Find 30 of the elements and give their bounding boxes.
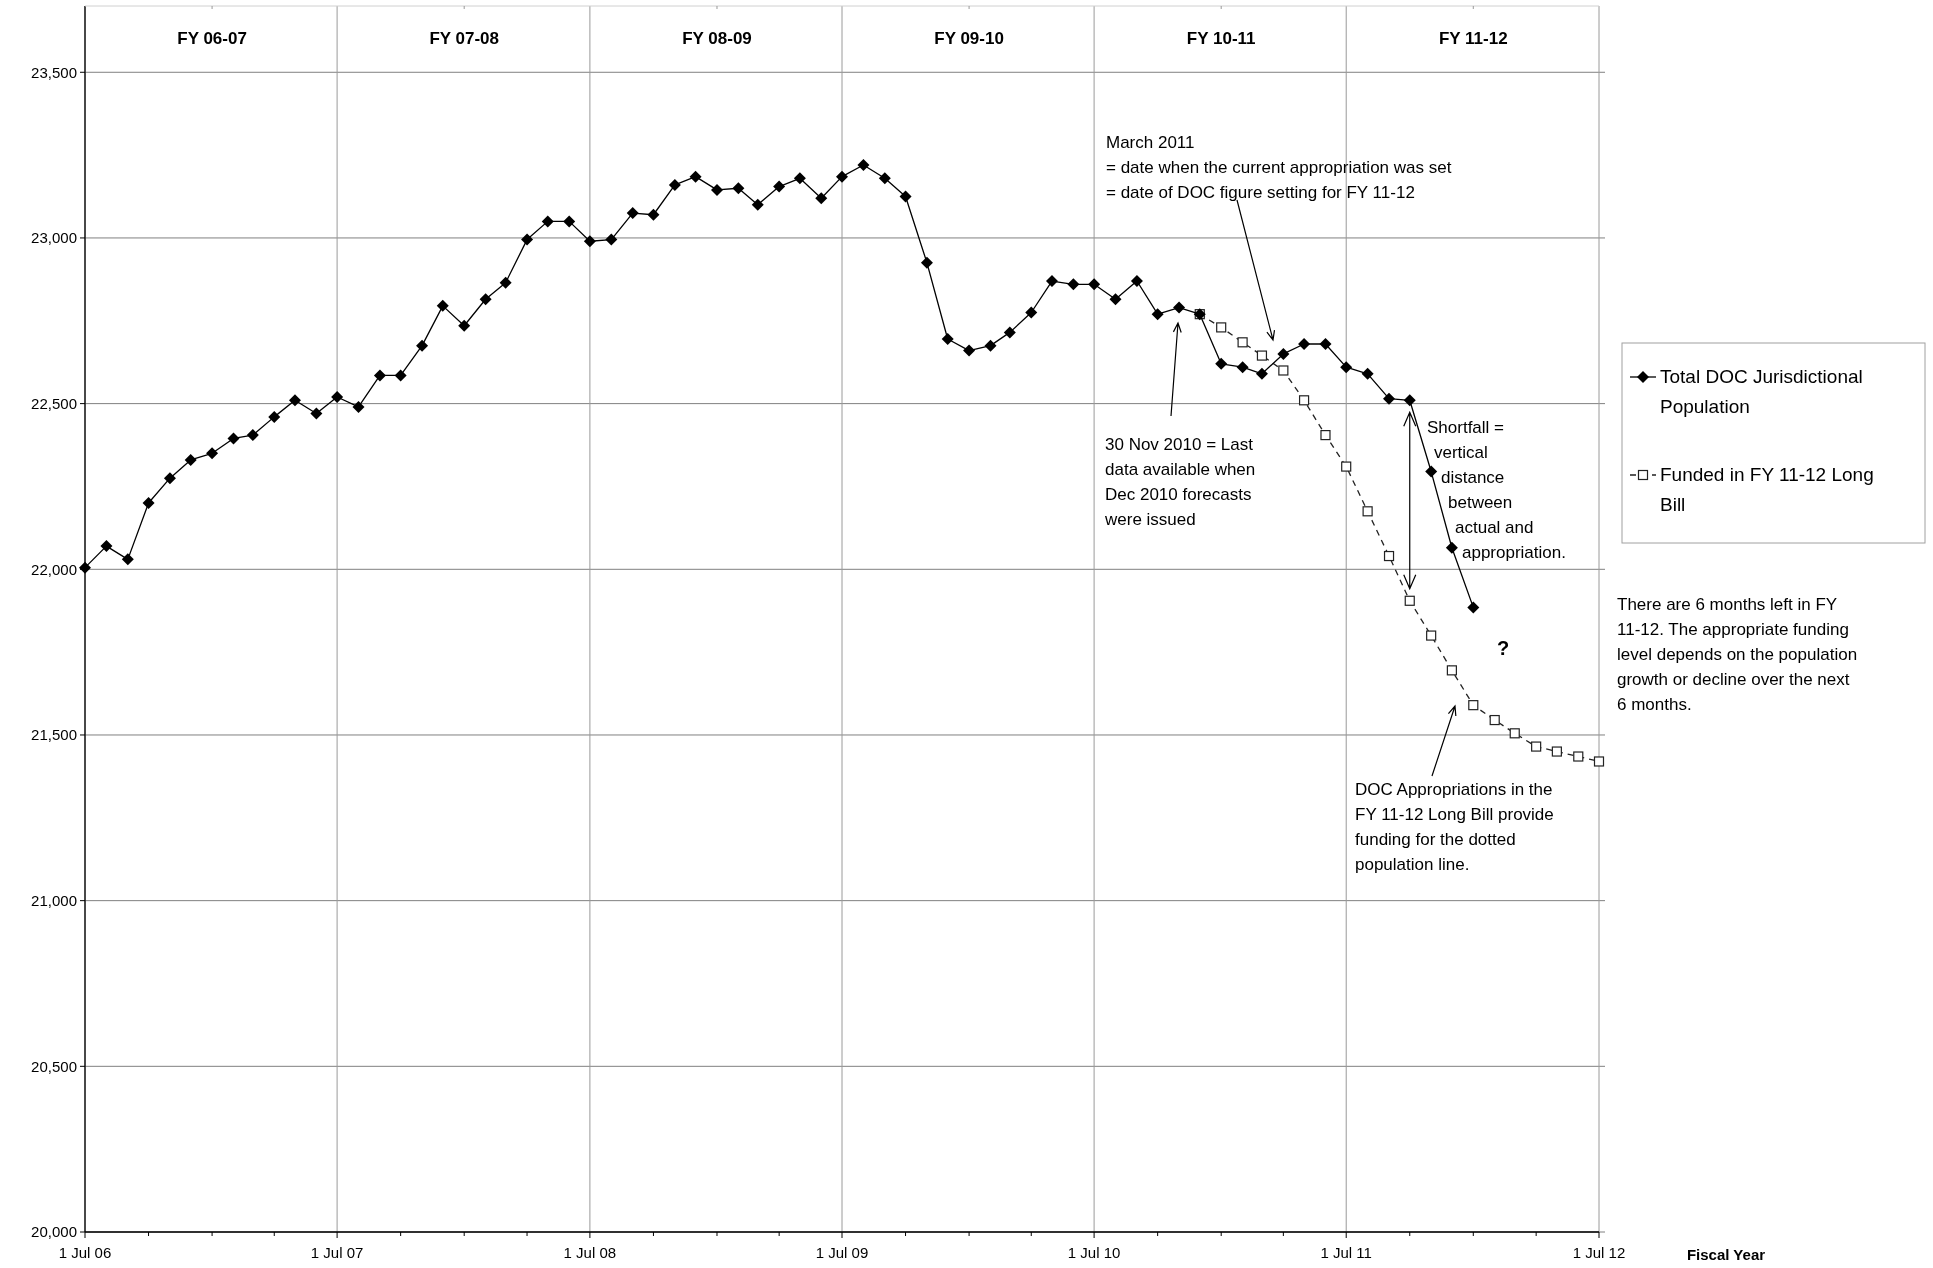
annotation: DOC Appropriations in the FY 11-12 Long Bill provide funding for the dotted population line. [1355,780,1554,874]
text: There are 6 months left in FY 11-12. The appropriate funding level depends on the population growth or decline over the next 6 months. [1617,595,1858,714]
x2-tick-label: FY 06-07 [177,29,247,48]
y-tick-label: 20,500 [31,1057,77,1075]
x-tick-label: 1 Jul 06 [58,1244,112,1261]
y-tick-label: 22,500 [31,394,77,412]
x-tick-label: 1 Jul 11 [1320,1244,1372,1261]
y-tick-label: 21,000 [31,891,77,909]
x-axis-title: Fiscal Year [1686,1246,1766,1263]
annotation: 30 Nov 2010 = Last data available when Dec 2010 forecasts were issued [1104,435,1256,529]
y-tick-label: 22,000 [31,560,77,578]
legend-label: Funded in FY 11-12 Long Bill [1660,464,1874,515]
y-tick-label: 23,000 [31,229,77,247]
x2-tick-label: FY 08-09 [682,29,752,48]
x2-tick-label: FY 07-08 [429,29,499,48]
x2-tick-label: FY 10-11 [1186,29,1256,48]
x-tick-label: 1 Jul 07 [310,1244,364,1261]
x-tick-label: 1 Jul 12 [1572,1244,1626,1261]
legend-label: Total DOC Jurisdictional Population [1660,366,1863,417]
annotation: ? [1497,637,1510,659]
x-tick-label: 1 Jul 09 [815,1244,869,1261]
y-tick-label: 21,500 [31,726,77,744]
x-tick-label: 1 Jul 08 [563,1244,617,1261]
x2-tick-label: FY 11-12 [1438,29,1508,48]
y-tick-label: 20,000 [31,1223,77,1241]
annotation: Shortfall = vertical distance between actual and appropriation. [1427,418,1566,562]
y-tick-label: 23,500 [31,63,77,81]
x-tick-label: 1 Jul 10 [1067,1244,1121,1261]
x2-tick-label: FY 09-10 [934,29,1004,48]
annotation: March 2011 = date when the current appropriation was set = date of DOC figure setting for FY 11-12 [1106,133,1452,202]
